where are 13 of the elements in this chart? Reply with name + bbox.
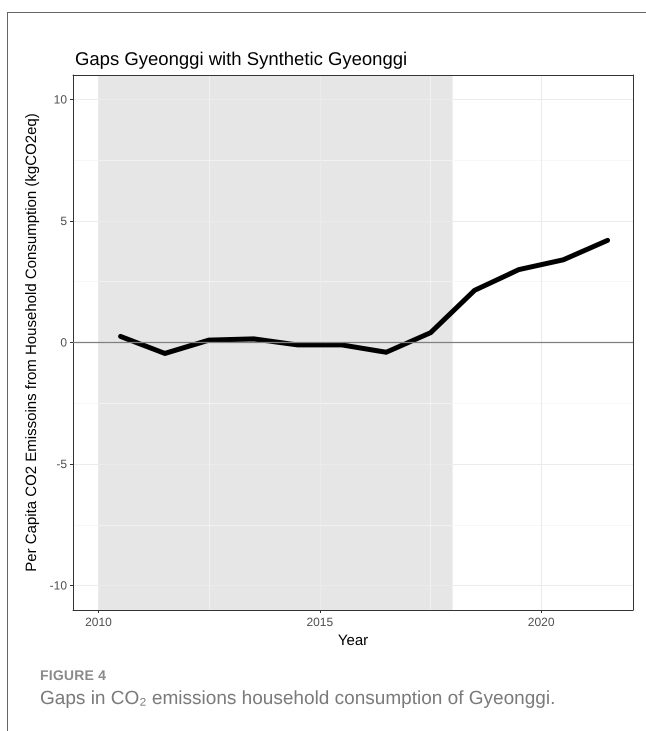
y-tick-label: -5: [56, 457, 68, 472]
x-tick-label: 2015: [306, 615, 334, 629]
y-tick-label: 0: [60, 336, 68, 350]
caption: FIGURE 4: [40, 667, 106, 683]
x-tick-label: 2010: [85, 615, 112, 629]
y-tick-label: -10: [50, 578, 68, 593]
x-tick-label: 2020: [528, 615, 555, 629]
y-tick-label: 10: [54, 92, 68, 106]
y-axis-title: Per Capita CO2 Emissoins from Household Consumption (kgCO2eq): [22, 113, 40, 572]
text: Gaps in CO₂ emissions household consumption of Gyeonggi.: [40, 688, 556, 710]
x-axis-title: Year: [338, 632, 368, 649]
chart-title: Gaps Gyeonggi with Synthetic Gyeonggi: [75, 48, 408, 69]
y-tick-label: 5: [60, 214, 68, 228]
